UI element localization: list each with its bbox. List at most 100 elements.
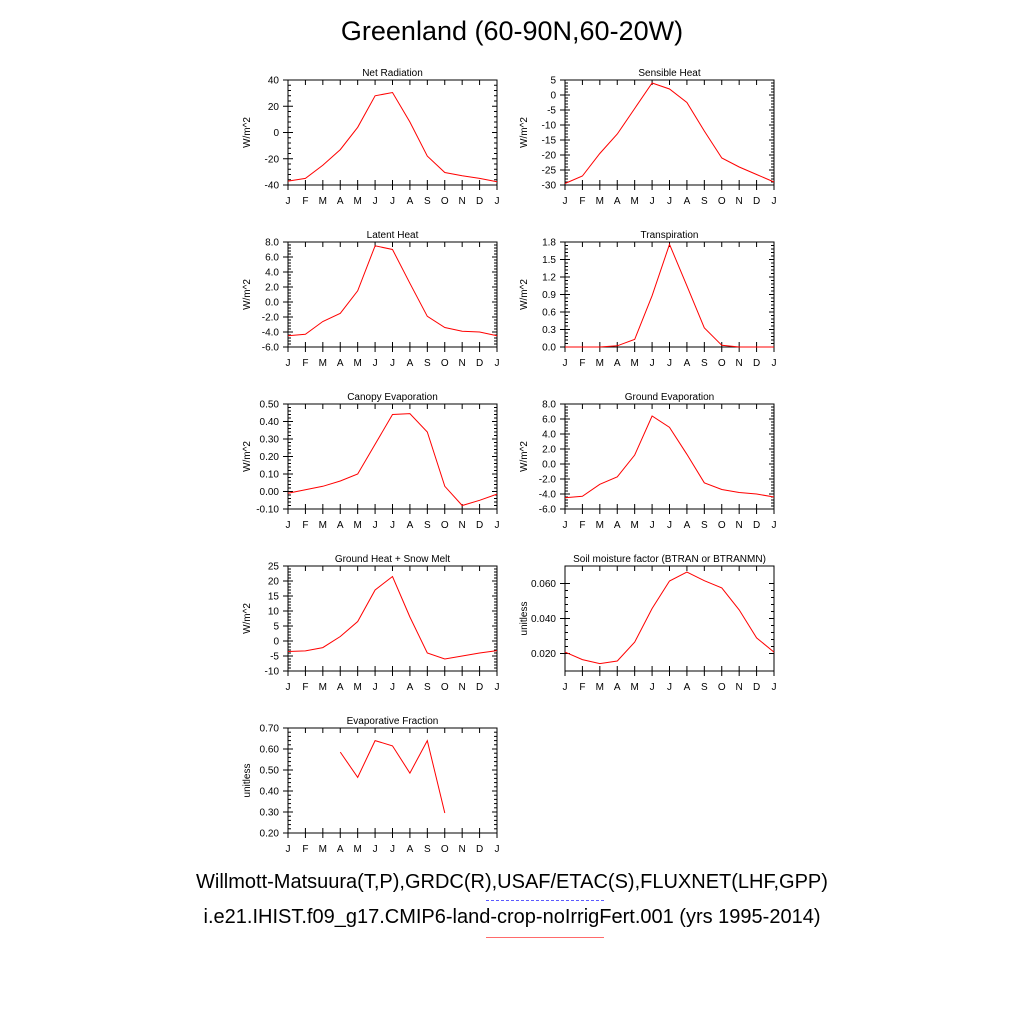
- x-tick-label: N: [459, 844, 466, 855]
- y-tick-label: 20: [268, 577, 280, 588]
- panel-title: Canopy Evaporation: [347, 392, 438, 403]
- y-tick-label: 0: [550, 91, 556, 102]
- x-tick-label: J: [772, 682, 777, 693]
- series-line: [287, 91, 498, 183]
- x-tick-label: J: [495, 520, 500, 531]
- x-tick-label: J: [563, 196, 568, 207]
- y-tick-label: 1.2: [542, 273, 556, 284]
- y-tick-label: 0.020: [531, 649, 556, 660]
- x-tick-label: A: [614, 520, 621, 531]
- panel-title: Sensible Heat: [638, 68, 700, 79]
- panel-4: Transpiration W/m^2 0.0 0.3 0.6 0.9 1.2 1.5 1.8 J…: [519, 230, 777, 369]
- y-tick-label: 0.40: [260, 787, 280, 798]
- panel-9: Evaporative Fraction unitless 0.20 0.30 0.40…: [242, 716, 500, 855]
- y-tick-label: 0.060: [531, 579, 556, 590]
- y-tick-label: 0.60: [260, 745, 280, 756]
- y-tick-label: 5: [550, 76, 556, 87]
- y-tick-label: 0.20: [260, 452, 280, 463]
- plot-frame: [287, 727, 498, 834]
- series-line: [339, 739, 446, 814]
- x-tick-label: M: [630, 682, 638, 693]
- y-tick-label: 0.040: [531, 614, 556, 625]
- y-tick-label: 8.0: [542, 400, 556, 411]
- x-tick-label: J: [772, 196, 777, 207]
- y-tick-label: 8.0: [265, 238, 279, 249]
- x-tick-label: J: [286, 682, 291, 693]
- x-tick-label: J: [772, 358, 777, 369]
- x-tick-label: M: [319, 196, 327, 207]
- x-tick-label: J: [495, 682, 500, 693]
- series-line: [287, 575, 498, 660]
- x-tick-label: A: [614, 358, 621, 369]
- x-tick-label: M: [319, 358, 327, 369]
- x-tick-label: A: [337, 844, 344, 855]
- x-tick-label: J: [390, 682, 395, 693]
- x-tick-label: N: [736, 520, 743, 531]
- x-tick-label: J: [495, 358, 500, 369]
- y-tick-label: 0: [273, 637, 279, 648]
- x-tick-label: D: [476, 358, 483, 369]
- y-tick-label: -10: [265, 667, 280, 678]
- x-tick-label: J: [667, 358, 672, 369]
- x-tick-label: N: [459, 682, 466, 693]
- x-tick-label: N: [459, 358, 466, 369]
- y-axis-label: W/m^2: [242, 441, 253, 472]
- y-tick-label: -6.0: [539, 505, 557, 516]
- x-tick-label: D: [753, 520, 760, 531]
- x-tick-label: J: [373, 520, 378, 531]
- y-tick-label: -40: [265, 181, 280, 192]
- legend-model-label: i.e21.IHIST.f09_g17.CMIP6-land-crop-noIr…: [203, 906, 821, 928]
- x-tick-label: J: [667, 196, 672, 207]
- series-line: [564, 82, 775, 184]
- y-tick-label: 0.20: [260, 829, 280, 840]
- plot-frame: [564, 79, 775, 186]
- y-tick-label: 6.0: [542, 415, 556, 426]
- y-tick-label: 0.10: [260, 470, 280, 481]
- x-tick-label: D: [753, 196, 760, 207]
- x-tick-label: J: [667, 520, 672, 531]
- y-tick-label: 4.0: [542, 430, 556, 441]
- y-tick-label: 0.40: [260, 417, 280, 428]
- y-axis-label: W/m^2: [242, 279, 253, 310]
- x-tick-label: N: [736, 358, 743, 369]
- y-tick-label: -5: [270, 652, 279, 663]
- x-tick-label: S: [424, 358, 431, 369]
- x-tick-label: J: [390, 196, 395, 207]
- y-tick-label: 0.0: [542, 343, 556, 354]
- y-tick-label: 6.0: [265, 253, 279, 264]
- x-tick-label: D: [753, 682, 760, 693]
- y-axis-label: unitless: [242, 764, 253, 798]
- x-tick-label: F: [302, 844, 308, 855]
- y-tick-label: -5: [547, 106, 556, 117]
- x-tick-label: F: [579, 196, 585, 207]
- x-tick-label: J: [650, 358, 655, 369]
- x-tick-label: S: [701, 196, 708, 207]
- x-tick-label: D: [476, 520, 483, 531]
- x-tick-label: S: [424, 844, 431, 855]
- y-tick-label: 25: [268, 562, 280, 573]
- x-tick-label: M: [353, 196, 361, 207]
- y-tick-label: 20: [268, 102, 280, 113]
- y-tick-label: 0.0: [265, 298, 279, 309]
- x-tick-label: M: [630, 358, 638, 369]
- x-tick-label: D: [476, 196, 483, 207]
- x-tick-label: J: [563, 682, 568, 693]
- plot-frame: [564, 241, 775, 348]
- panel-title: Ground Evaporation: [625, 392, 715, 403]
- x-tick-label: M: [319, 844, 327, 855]
- x-tick-label: S: [701, 682, 708, 693]
- x-tick-label: J: [286, 844, 291, 855]
- x-tick-label: A: [407, 844, 414, 855]
- x-tick-label: A: [407, 520, 414, 531]
- y-axis-label: W/m^2: [519, 279, 530, 310]
- x-tick-label: J: [495, 844, 500, 855]
- x-tick-label: M: [596, 358, 604, 369]
- y-tick-label: -2.0: [539, 475, 557, 486]
- y-tick-label: -4.0: [539, 490, 557, 501]
- x-tick-label: J: [286, 358, 291, 369]
- x-tick-label: M: [319, 520, 327, 531]
- x-tick-label: J: [390, 358, 395, 369]
- y-tick-label: 1.8: [542, 238, 556, 249]
